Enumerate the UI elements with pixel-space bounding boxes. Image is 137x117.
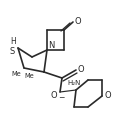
Text: O: O — [75, 18, 81, 26]
Text: O: O — [51, 91, 57, 99]
Text: N: N — [48, 42, 54, 51]
Text: Me: Me — [11, 71, 21, 77]
Text: −: − — [58, 93, 64, 102]
Text: S: S — [9, 48, 15, 57]
Text: H₂N: H₂N — [67, 80, 81, 86]
Text: H: H — [10, 38, 16, 46]
Text: Me: Me — [24, 73, 34, 79]
Text: O: O — [78, 64, 84, 73]
Text: O: O — [105, 91, 111, 101]
